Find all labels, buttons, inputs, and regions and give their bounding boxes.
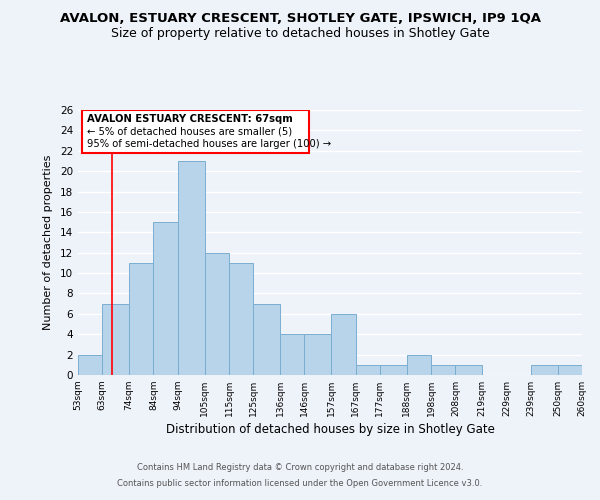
Text: Contains HM Land Registry data © Crown copyright and database right 2024.: Contains HM Land Registry data © Crown c… bbox=[137, 464, 463, 472]
Bar bbox=[380, 365, 407, 375]
FancyBboxPatch shape bbox=[82, 110, 310, 153]
Text: 95% of semi-detached houses are larger (100) →: 95% of semi-detached houses are larger (… bbox=[86, 138, 331, 148]
Bar bbox=[531, 365, 557, 375]
Bar bbox=[129, 263, 154, 375]
Bar bbox=[455, 365, 482, 375]
Bar bbox=[304, 334, 331, 375]
Y-axis label: Number of detached properties: Number of detached properties bbox=[43, 155, 53, 330]
Text: ← 5% of detached houses are smaller (5): ← 5% of detached houses are smaller (5) bbox=[86, 126, 292, 136]
Bar bbox=[407, 354, 431, 375]
Bar bbox=[229, 263, 253, 375]
Bar bbox=[178, 161, 205, 375]
Bar bbox=[154, 222, 178, 375]
Text: AVALON, ESTUARY CRESCENT, SHOTLEY GATE, IPSWICH, IP9 1QA: AVALON, ESTUARY CRESCENT, SHOTLEY GATE, … bbox=[59, 12, 541, 26]
Bar bbox=[431, 365, 455, 375]
Bar bbox=[78, 354, 103, 375]
Bar bbox=[356, 365, 380, 375]
X-axis label: Distribution of detached houses by size in Shotley Gate: Distribution of detached houses by size … bbox=[166, 423, 494, 436]
Text: AVALON ESTUARY CRESCENT: 67sqm: AVALON ESTUARY CRESCENT: 67sqm bbox=[86, 114, 292, 124]
Text: Contains public sector information licensed under the Open Government Licence v3: Contains public sector information licen… bbox=[118, 478, 482, 488]
Text: Size of property relative to detached houses in Shotley Gate: Size of property relative to detached ho… bbox=[110, 28, 490, 40]
Bar bbox=[253, 304, 280, 375]
Bar bbox=[280, 334, 304, 375]
Bar bbox=[103, 304, 129, 375]
Bar bbox=[205, 252, 229, 375]
Bar bbox=[331, 314, 356, 375]
Bar bbox=[557, 365, 582, 375]
